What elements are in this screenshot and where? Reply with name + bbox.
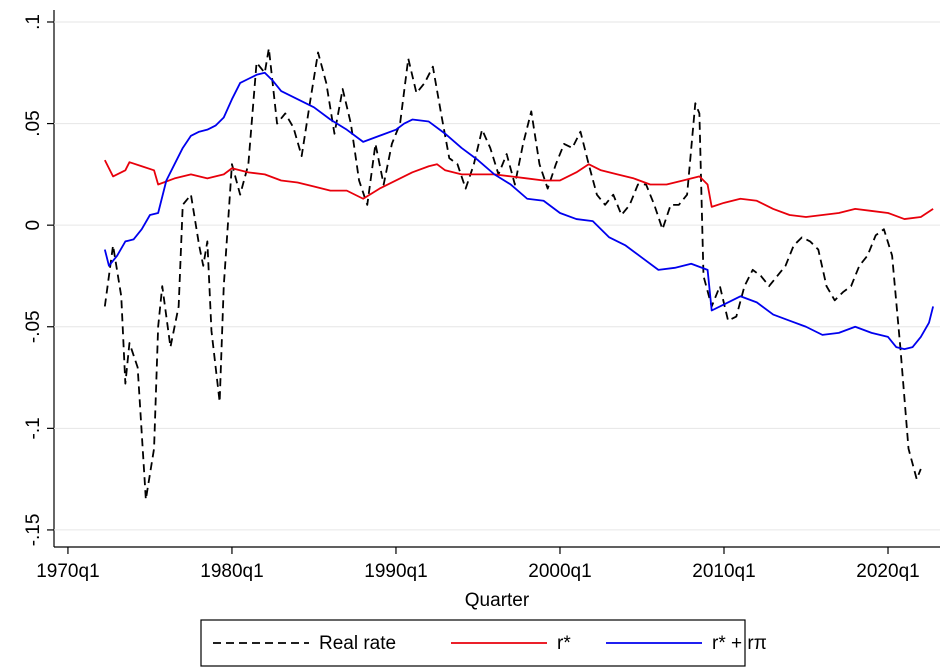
y-tick-label: .1 — [23, 14, 44, 30]
x-axis-title: Quarter — [465, 590, 530, 611]
y-tick-label: -.05 — [23, 310, 44, 343]
x-tick-label: 2000q1 — [528, 561, 591, 582]
y-tick-label: -.1 — [23, 417, 44, 439]
series-line — [104, 159, 934, 220]
x-tick-label: 1990q1 — [364, 561, 427, 582]
x-tick-label: 2020q1 — [856, 561, 919, 582]
x-tick-label: 1980q1 — [200, 561, 263, 582]
legend-label: r* + rπ — [712, 633, 767, 654]
legend-box — [200, 619, 746, 667]
y-tick-label: .05 — [23, 110, 44, 136]
series-line — [103, 71, 934, 350]
y-tick-label: -.15 — [23, 514, 44, 547]
legend-label: Real rate — [319, 633, 396, 654]
y-tick-label: 0 — [23, 220, 44, 231]
x-tick-label: 1970q1 — [36, 561, 99, 582]
x-tick-label: 2010q1 — [692, 561, 755, 582]
legend-label: r* — [557, 633, 571, 654]
